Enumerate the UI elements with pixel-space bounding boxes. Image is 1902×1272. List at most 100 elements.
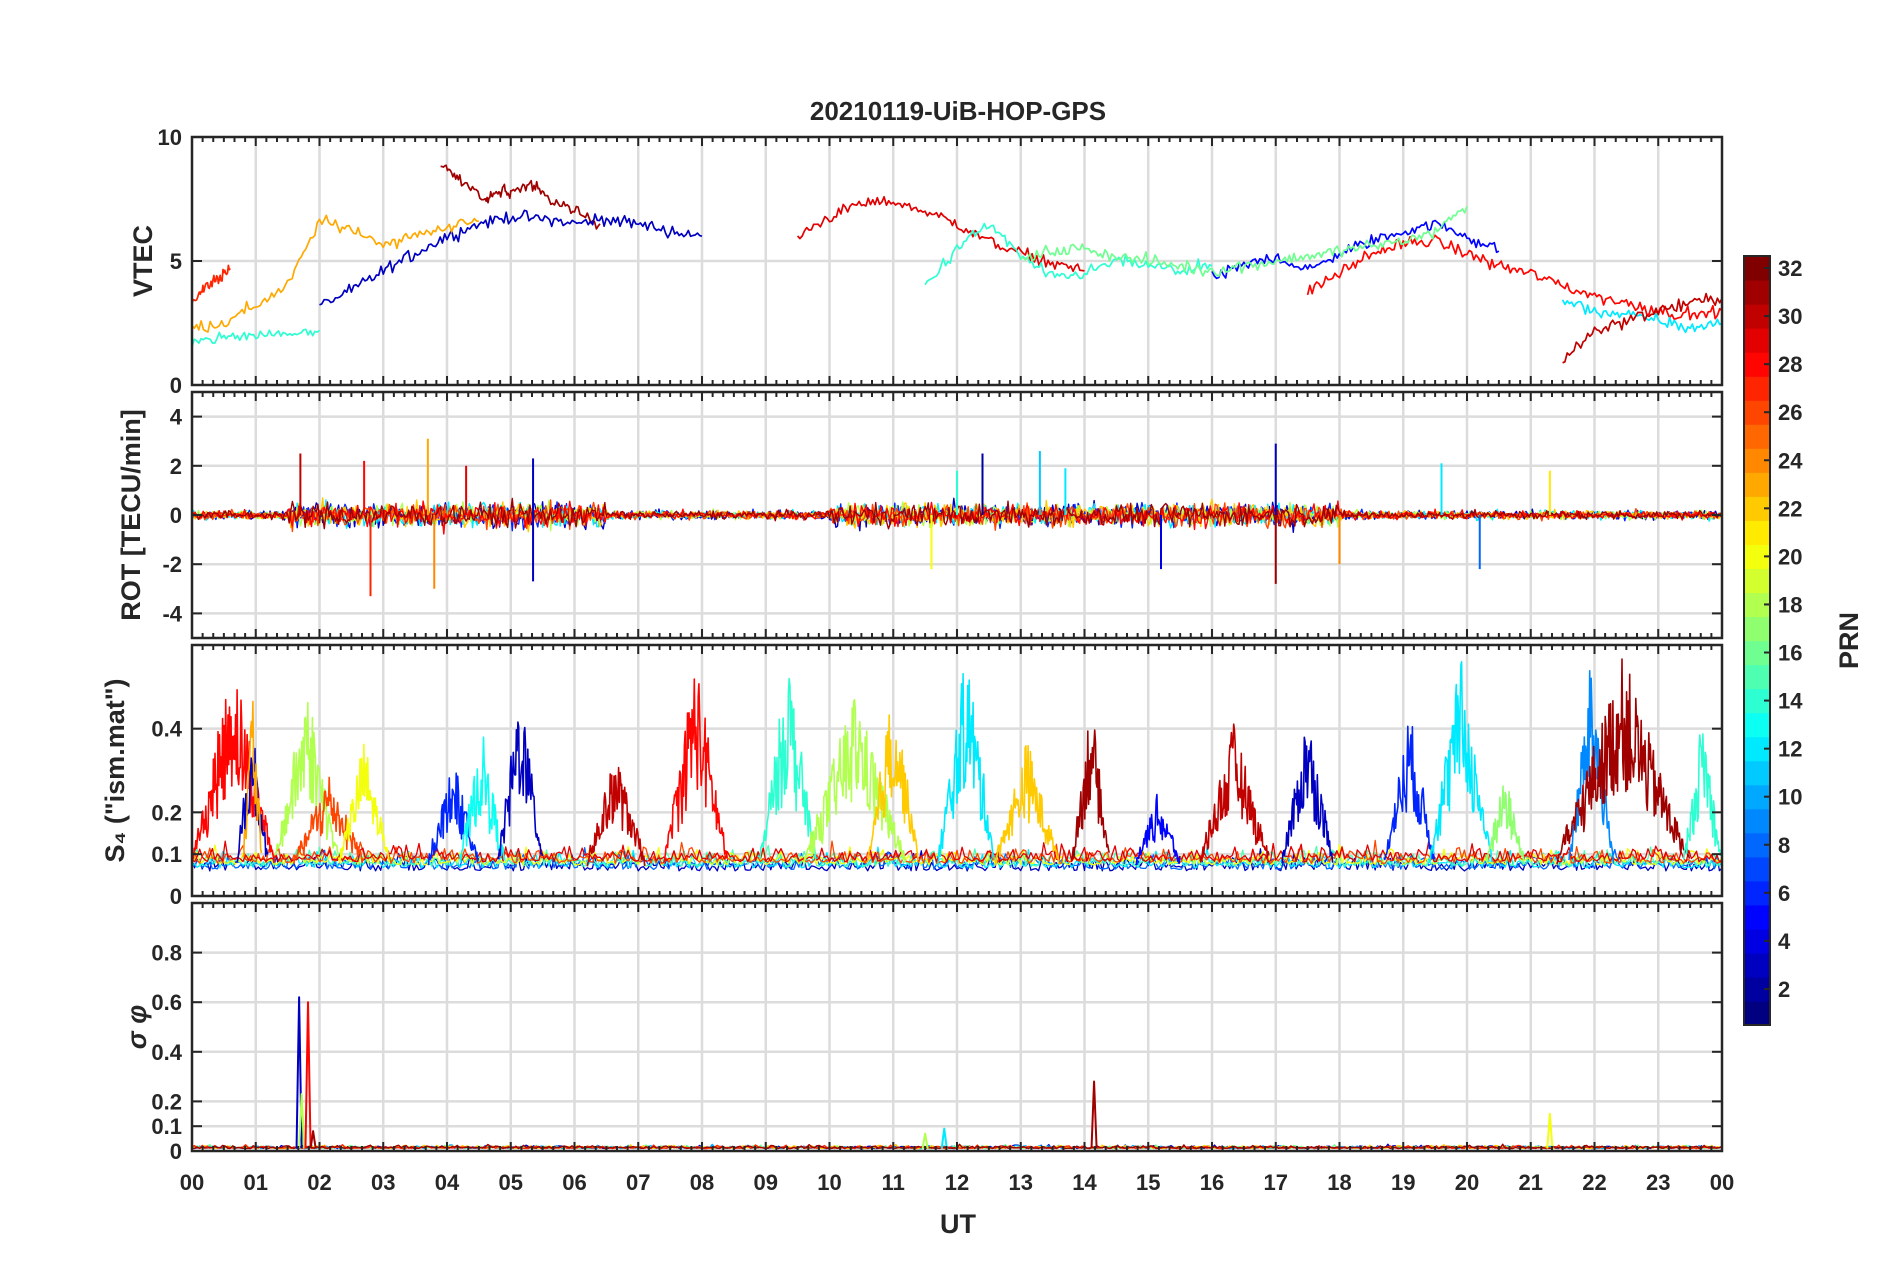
s4-burst-prn-12 [1427, 660, 1493, 863]
s4-burst-prn-28 [192, 688, 276, 864]
colorbar-bin-13 [1744, 712, 1770, 738]
colorbar-tick-label: 8 [1778, 833, 1790, 858]
s4-burst-prn-9 [1568, 669, 1615, 864]
panel-rot-ticks [191, 392, 1723, 638]
x-axis: 00 01 02 03 04 05 06 07 08 09 10 11 12 13 14 15 16 17 18 19… [180, 1170, 1734, 1195]
x-tick-label: 08 [690, 1170, 714, 1195]
s4-burst-prn-12 [937, 672, 996, 867]
y-tick-label: 0.6 [151, 990, 182, 1015]
x-tick-label: 20 [1455, 1170, 1479, 1195]
sigma-spike-prn-31 [1090, 1080, 1098, 1149]
s4-burst-prn-30 [586, 766, 646, 867]
colorbar-bin-19 [1744, 568, 1770, 594]
colorbar-bin-9 [1744, 808, 1770, 834]
vtec-series-prn-27 [192, 264, 231, 304]
panel-rot-data [192, 438, 1722, 597]
s4-burst-prn-14 [1683, 733, 1722, 860]
s4-burst-prn-17 [1485, 785, 1525, 865]
y-axis-label: ROT [TECU/min] [116, 409, 146, 620]
y-tick-label: 0 [170, 1139, 182, 1164]
s4-burst-prn-3 [1281, 736, 1334, 864]
s4-burst-prn-23 [242, 700, 263, 858]
x-tick-label: 04 [435, 1170, 460, 1195]
colorbar-tick-label: 10 [1778, 785, 1802, 810]
s4-baseline-prn-20 [192, 844, 1722, 866]
colorbar-bin-23 [1744, 472, 1770, 497]
s4-burst-prn-5 [1134, 793, 1181, 866]
colorbar-tick-label: 28 [1778, 352, 1802, 377]
x-tick-label: 03 [371, 1170, 395, 1195]
panel-s4-data [192, 658, 1722, 872]
s4-burst-prn-31 [1071, 729, 1110, 861]
colorbar-frame [1743, 255, 1771, 1026]
x-tick-label: 12 [945, 1170, 969, 1195]
x-tick-label: 13 [1009, 1170, 1033, 1195]
sigma-spike-prn-31 [309, 1130, 317, 1149]
colorbar-tick-label: 12 [1778, 737, 1802, 762]
y-tick-label: 0 [170, 503, 182, 528]
y-tick-label: 5 [170, 249, 182, 274]
vtec-series-prn-16 [1020, 206, 1468, 278]
x-tick-label: 22 [1582, 1170, 1606, 1195]
y-tick-label: -4 [162, 601, 182, 626]
x-tick-label: 23 [1646, 1170, 1670, 1195]
panel-s4: 0 0.1 0.2 0.4 S₄ ("ism.mat") [100, 643, 1724, 909]
x-tick-label: 15 [1136, 1170, 1160, 1195]
y-axis-label: σ φ [122, 1005, 152, 1049]
s4-burst-prn-14 [758, 677, 817, 860]
y-tick-label: 10 [158, 125, 182, 150]
y-tick-label: 0.8 [151, 941, 182, 966]
s4-burst-prn-26 [293, 776, 365, 864]
colorbar-bin-5 [1744, 904, 1770, 930]
y-tick-label: 0.1 [151, 1114, 182, 1139]
x-tick-label: 09 [754, 1170, 778, 1195]
sigma-spike-prn-18 [921, 1132, 929, 1149]
s4-baseline-prn-3 [192, 848, 1722, 872]
panel-sigma-grid [192, 903, 1722, 1151]
colorbar-bin-7 [1744, 856, 1770, 882]
y-tick-label: 0 [170, 373, 182, 398]
vtec-series-prn-5 [1211, 219, 1500, 280]
vtec-series-prn-14 [924, 222, 1213, 286]
y-axis-label: S₄ ("ism.mat") [100, 678, 130, 862]
x-tick-label: 11 [882, 1170, 905, 1195]
colorbar-bin-25 [1744, 424, 1770, 449]
vtec-series-prn-29 [796, 195, 1085, 273]
colorbar-tick-label: 22 [1778, 496, 1802, 521]
colorbar-bin-3 [1744, 952, 1770, 978]
sigma-spike-prn-12 [940, 1127, 948, 1149]
s4-burst-prn-22 [867, 714, 919, 862]
x-tick-label: 06 [562, 1170, 586, 1195]
colorbar-bin-17 [1744, 616, 1770, 642]
colorbar-tick-label: 14 [1778, 689, 1803, 714]
x-tick-label: 10 [817, 1170, 841, 1195]
y-axis-label: VTEC [128, 225, 158, 297]
x-tick-label: 05 [499, 1170, 523, 1195]
colorbar-label: PRN [1834, 612, 1864, 669]
y-tick-label: 0.2 [151, 800, 182, 825]
s4-burst-prn-3 [235, 747, 269, 864]
s4-burst-prn-3 [497, 721, 544, 860]
y-tick-label: -2 [162, 552, 182, 577]
s4-burst-prn-13 [459, 736, 505, 863]
vtec-series-prn-23 [192, 214, 480, 333]
x-tick-label: 18 [1327, 1170, 1351, 1195]
panel-rot: -4 -2 0 2 4 ROT [TECU/min] [116, 390, 1724, 640]
panel-vtec: 0 5 10 VTEC [128, 125, 1724, 398]
sigma-spike-prn-28 [304, 1001, 312, 1149]
y-tick-label: 0.4 [151, 1040, 182, 1065]
colorbar-tick-label: 2 [1778, 977, 1790, 1002]
s4-burst-prn-18 [803, 698, 907, 865]
s4-burst-prn-22 [994, 744, 1060, 867]
x-tick-label: 17 [1264, 1170, 1288, 1195]
x-tick-label: 07 [626, 1170, 650, 1195]
x-tick-label: 01 [244, 1170, 268, 1195]
vtec-series-prn-30 [1562, 292, 1722, 364]
panel-sigma: 00.10.2 0.4 0.6 0.8 σ φ [122, 901, 1724, 1164]
x-tick-label: 19 [1391, 1170, 1415, 1195]
s4-baseline-prn-29 [192, 840, 1722, 863]
colorbar-bin-11 [1744, 760, 1770, 786]
colorbar-bin-15 [1744, 664, 1770, 690]
